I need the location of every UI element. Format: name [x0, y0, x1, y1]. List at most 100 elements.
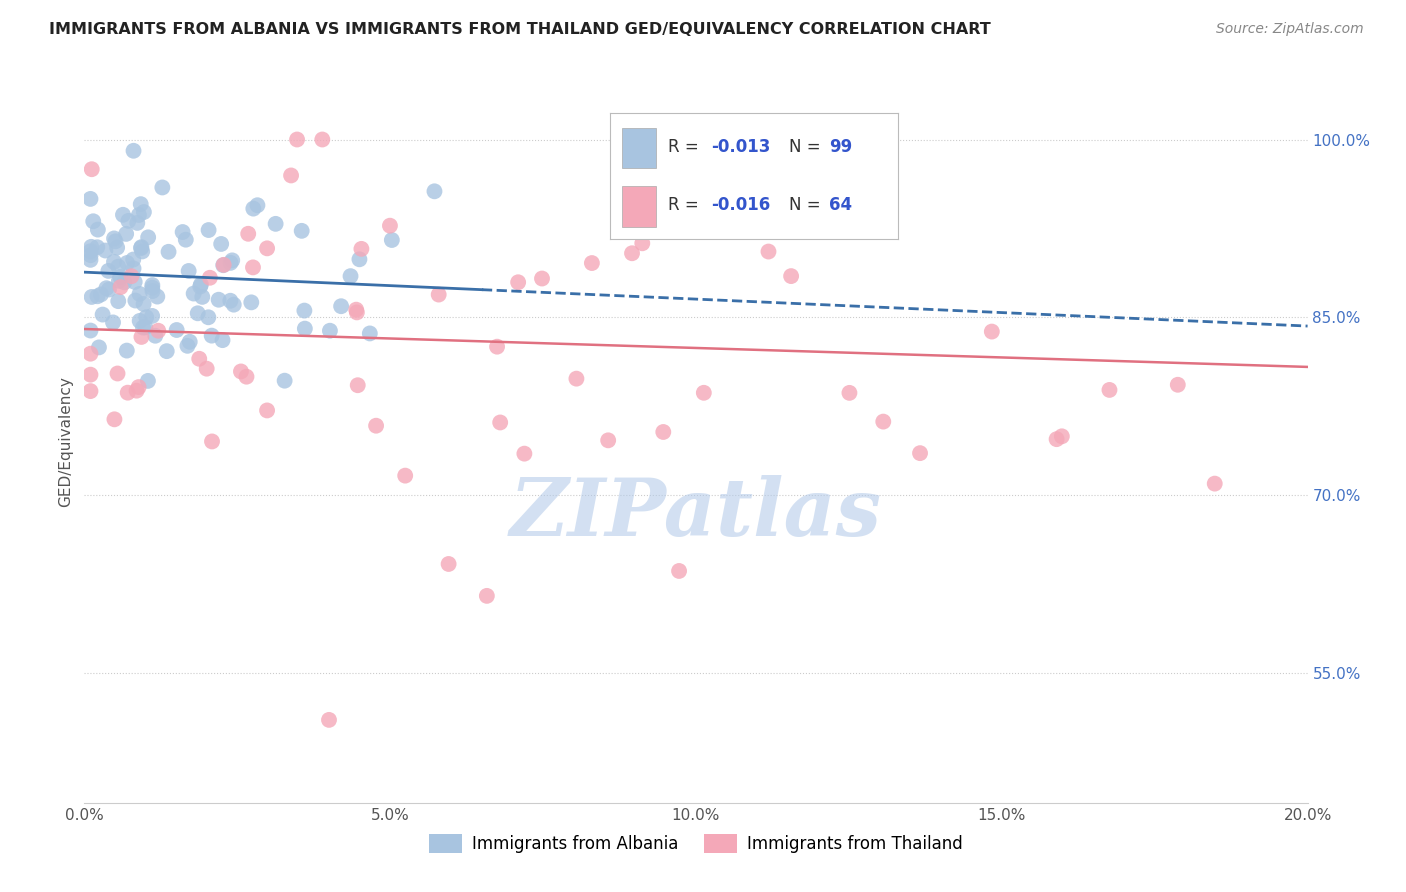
Point	[246, 198, 269, 212]
Point	[131, 240, 153, 254]
Point	[103, 255, 125, 269]
Point	[908, 446, 931, 460]
Point	[292, 303, 315, 318]
Point	[513, 447, 536, 461]
Point	[285, 132, 308, 146]
Point	[631, 236, 654, 251]
Point	[79, 252, 101, 267]
Point	[166, 323, 188, 337]
Point	[117, 385, 139, 400]
Point	[188, 351, 211, 366]
Point	[131, 244, 153, 259]
Point	[346, 305, 368, 319]
Point	[79, 192, 101, 206]
Point	[201, 328, 224, 343]
Point	[256, 241, 278, 255]
Point	[150, 180, 173, 194]
Point	[208, 293, 231, 307]
Point	[179, 334, 201, 349]
Point	[135, 310, 157, 325]
Point	[136, 374, 159, 388]
Point	[132, 297, 155, 311]
Point	[780, 269, 803, 284]
Point	[86, 240, 108, 254]
Point	[489, 416, 512, 430]
Point	[280, 169, 302, 183]
Point	[346, 378, 368, 392]
Point	[120, 269, 142, 284]
Point	[350, 242, 373, 256]
Point	[235, 369, 257, 384]
Point	[97, 264, 120, 278]
Point	[103, 412, 125, 426]
Point	[318, 713, 340, 727]
Point	[104, 235, 127, 249]
Point	[105, 241, 128, 255]
Point	[80, 240, 103, 254]
Point	[148, 324, 170, 338]
Point	[191, 290, 214, 304]
Legend: Immigrants from Albania, Immigrants from Thailand: Immigrants from Albania, Immigrants from…	[422, 827, 970, 860]
Point	[115, 256, 138, 270]
Point	[730, 132, 752, 146]
Point	[221, 253, 243, 268]
Point	[198, 270, 221, 285]
Point	[107, 294, 129, 309]
Point	[621, 246, 644, 260]
Point	[437, 557, 460, 571]
Point	[156, 344, 179, 359]
Point	[242, 202, 264, 216]
Point	[311, 132, 333, 146]
Point	[131, 330, 153, 344]
Point	[614, 132, 637, 146]
Point	[1050, 429, 1073, 443]
Point	[96, 281, 118, 295]
Point	[115, 343, 138, 358]
Point	[183, 286, 205, 301]
Point	[87, 340, 110, 354]
Point	[86, 289, 108, 303]
Point	[141, 284, 163, 298]
Point	[122, 144, 145, 158]
Point	[381, 233, 404, 247]
Point	[330, 299, 353, 313]
Point	[128, 287, 150, 301]
Point	[222, 298, 245, 312]
Point	[132, 320, 155, 334]
Point	[238, 227, 260, 241]
Point	[110, 280, 132, 294]
Point	[80, 162, 103, 177]
Point	[97, 283, 120, 297]
Point	[177, 264, 200, 278]
Point	[132, 205, 155, 219]
Point	[197, 223, 219, 237]
Point	[486, 340, 509, 354]
Point	[195, 361, 218, 376]
Point	[423, 184, 446, 198]
Text: Source: ZipAtlas.com: Source: ZipAtlas.com	[1216, 22, 1364, 37]
Point	[112, 276, 135, 290]
Point	[80, 290, 103, 304]
Point	[838, 385, 860, 400]
Point	[980, 325, 1002, 339]
Point	[256, 403, 278, 417]
Point	[124, 275, 146, 289]
Point	[79, 384, 101, 398]
Point	[124, 293, 146, 308]
Point	[79, 368, 101, 382]
Point	[291, 224, 314, 238]
Point	[872, 415, 894, 429]
Point	[79, 347, 101, 361]
Point	[107, 260, 129, 274]
Point	[122, 261, 145, 276]
Point	[209, 236, 232, 251]
Point	[125, 384, 148, 398]
Point	[508, 275, 530, 289]
Point	[668, 564, 690, 578]
Point	[143, 328, 166, 343]
Point	[79, 324, 101, 338]
Point	[128, 314, 150, 328]
Point	[103, 231, 125, 245]
Point	[172, 225, 194, 239]
Point	[117, 214, 139, 228]
